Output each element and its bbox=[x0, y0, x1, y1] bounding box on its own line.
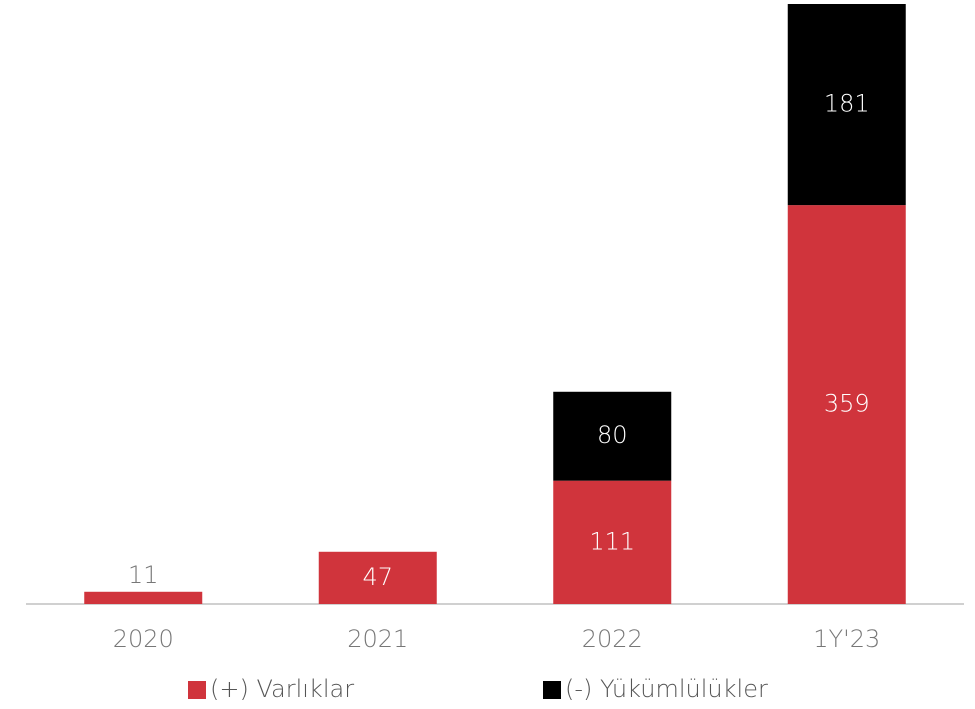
x-tick-label: 2022 bbox=[582, 625, 643, 653]
data-label: 11 bbox=[128, 561, 159, 589]
bar-segment bbox=[84, 591, 203, 604]
bar-segment bbox=[787, 205, 906, 604]
data-label: 111 bbox=[589, 527, 635, 555]
legend-label: (-) Yükümlülükler bbox=[565, 675, 768, 703]
x-tick-label: 1Y'23 bbox=[813, 625, 880, 653]
bar-segment bbox=[553, 480, 672, 604]
data-label: 80 bbox=[597, 421, 628, 449]
bar-segment bbox=[787, 4, 906, 206]
x-tick-label: 2020 bbox=[113, 625, 174, 653]
data-label: 47 bbox=[362, 563, 393, 591]
legend-swatch bbox=[188, 681, 206, 699]
data-label: 181 bbox=[824, 90, 870, 118]
bar-segment bbox=[553, 391, 672, 481]
legend-swatch bbox=[543, 681, 561, 699]
legend-label: (+) Varlıklar bbox=[210, 675, 354, 703]
bar-segment bbox=[318, 551, 437, 604]
data-label: 359 bbox=[824, 390, 870, 418]
x-tick-label: 2021 bbox=[347, 625, 408, 653]
